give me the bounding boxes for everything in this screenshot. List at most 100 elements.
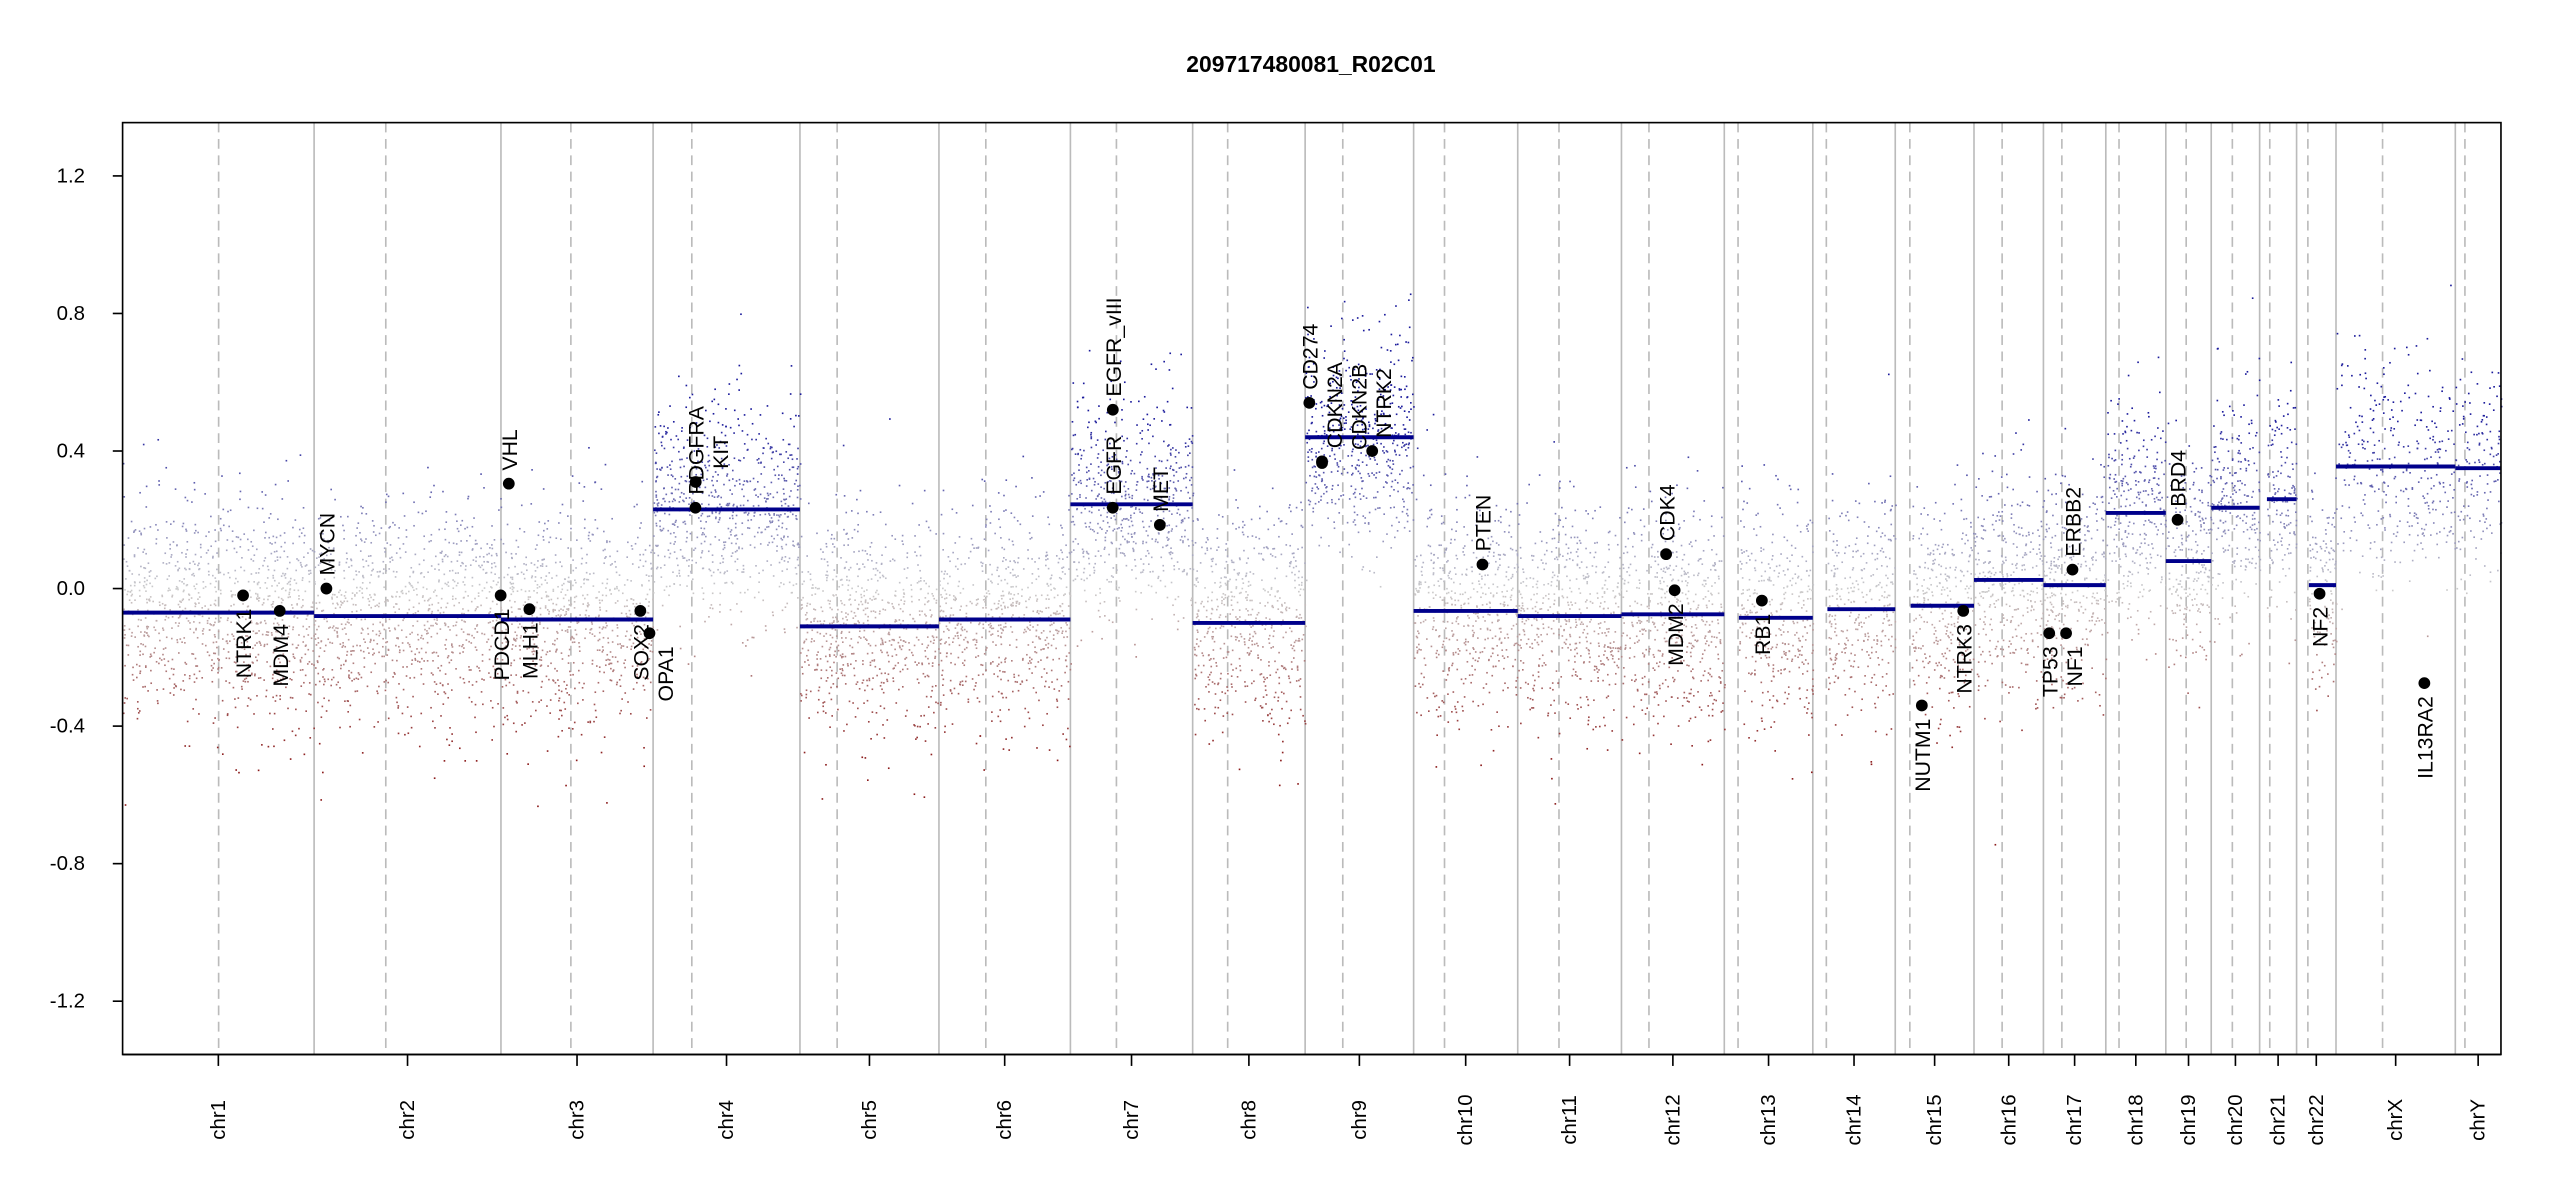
probe-point bbox=[557, 679, 559, 681]
probe-point bbox=[208, 531, 210, 533]
probe-point bbox=[299, 669, 302, 671]
probe-point bbox=[857, 620, 859, 622]
probe-point bbox=[820, 606, 823, 609]
probe-point bbox=[1123, 439, 1125, 442]
probe-point bbox=[489, 607, 492, 610]
probe-point bbox=[660, 504, 663, 506]
probe-point bbox=[536, 591, 538, 594]
probe-point bbox=[656, 504, 659, 507]
probe-point bbox=[752, 505, 755, 507]
probe-point bbox=[879, 576, 882, 579]
probe-point bbox=[333, 629, 336, 632]
probe-point bbox=[212, 555, 214, 558]
probe-point bbox=[515, 553, 517, 555]
probe-point bbox=[491, 739, 493, 741]
probe-point bbox=[1153, 474, 1156, 477]
probe-point bbox=[1011, 631, 1014, 633]
probe-point bbox=[208, 617, 210, 620]
probe-point bbox=[407, 732, 410, 735]
probe-point bbox=[528, 647, 530, 649]
probe-point bbox=[655, 544, 657, 547]
probe-point bbox=[880, 681, 883, 684]
probe-point bbox=[554, 667, 556, 670]
probe-point bbox=[340, 604, 343, 606]
probe-point bbox=[250, 573, 253, 575]
probe-point bbox=[197, 564, 199, 567]
probe-point bbox=[573, 721, 576, 724]
probe-point bbox=[1090, 489, 1093, 492]
probe-point bbox=[619, 685, 622, 687]
probe-point bbox=[392, 676, 394, 678]
probe-point bbox=[241, 635, 243, 638]
probe-point bbox=[559, 512, 562, 514]
probe-point bbox=[557, 735, 560, 738]
probe-point bbox=[239, 636, 242, 639]
probe-point bbox=[620, 612, 623, 615]
probe-point bbox=[919, 554, 922, 557]
probe-point bbox=[558, 699, 560, 702]
probe-point bbox=[267, 745, 270, 748]
probe-point bbox=[230, 621, 232, 624]
probe-point bbox=[1177, 595, 1180, 598]
probe-point bbox=[320, 716, 323, 719]
probe-point bbox=[688, 396, 691, 399]
probe-point bbox=[269, 542, 272, 544]
probe-point bbox=[1025, 600, 1027, 603]
probe-point bbox=[277, 624, 280, 626]
probe-point bbox=[813, 620, 815, 622]
probe-point bbox=[792, 544, 794, 547]
probe-point bbox=[949, 679, 952, 682]
probe-point bbox=[578, 669, 580, 672]
probe-point bbox=[318, 601, 321, 604]
probe-point bbox=[728, 537, 731, 540]
probe-point bbox=[1148, 476, 1150, 478]
probe-point bbox=[845, 637, 847, 639]
probe-point bbox=[538, 701, 540, 703]
probe-point bbox=[587, 537, 590, 540]
probe-point bbox=[1098, 493, 1100, 496]
probe-point bbox=[1151, 538, 1154, 540]
probe-point bbox=[488, 672, 490, 674]
probe-point bbox=[575, 759, 578, 762]
probe-point bbox=[336, 630, 338, 633]
probe-point bbox=[427, 632, 429, 635]
probe-point bbox=[669, 542, 672, 545]
probe-point bbox=[829, 634, 832, 636]
probe-point bbox=[1106, 464, 1108, 467]
probe-point bbox=[1061, 609, 1064, 612]
probe-point bbox=[176, 587, 179, 589]
probe-point bbox=[1096, 457, 1099, 459]
probe-point bbox=[526, 628, 528, 631]
probe-point bbox=[804, 614, 807, 616]
probe-point bbox=[701, 461, 704, 463]
probe-point bbox=[819, 620, 822, 623]
probe-point bbox=[678, 482, 681, 485]
probe-point bbox=[331, 593, 334, 596]
probe-point bbox=[1035, 578, 1038, 581]
probe-point bbox=[702, 479, 705, 482]
probe-point bbox=[437, 655, 440, 657]
probe-point bbox=[389, 561, 391, 563]
probe-point bbox=[917, 682, 920, 684]
probe-point bbox=[583, 578, 585, 581]
probe-point bbox=[494, 573, 496, 575]
probe-point bbox=[1141, 512, 1144, 515]
probe-point bbox=[674, 540, 676, 543]
probe-point bbox=[1141, 437, 1143, 440]
probe-point bbox=[636, 668, 638, 670]
probe-point bbox=[762, 569, 764, 572]
probe-point bbox=[164, 664, 166, 667]
probe-point bbox=[686, 457, 688, 459]
probe-point bbox=[997, 690, 1000, 693]
probe-point bbox=[193, 585, 196, 588]
probe-point bbox=[679, 584, 681, 586]
probe-point bbox=[985, 649, 987, 651]
probe-point bbox=[275, 669, 278, 672]
probe-point bbox=[183, 582, 185, 585]
probe-point bbox=[286, 567, 289, 570]
probe-point bbox=[516, 692, 519, 694]
probe-point bbox=[533, 590, 535, 592]
probe-point bbox=[1141, 571, 1144, 573]
probe-point bbox=[213, 662, 215, 665]
probe-point bbox=[888, 633, 891, 636]
